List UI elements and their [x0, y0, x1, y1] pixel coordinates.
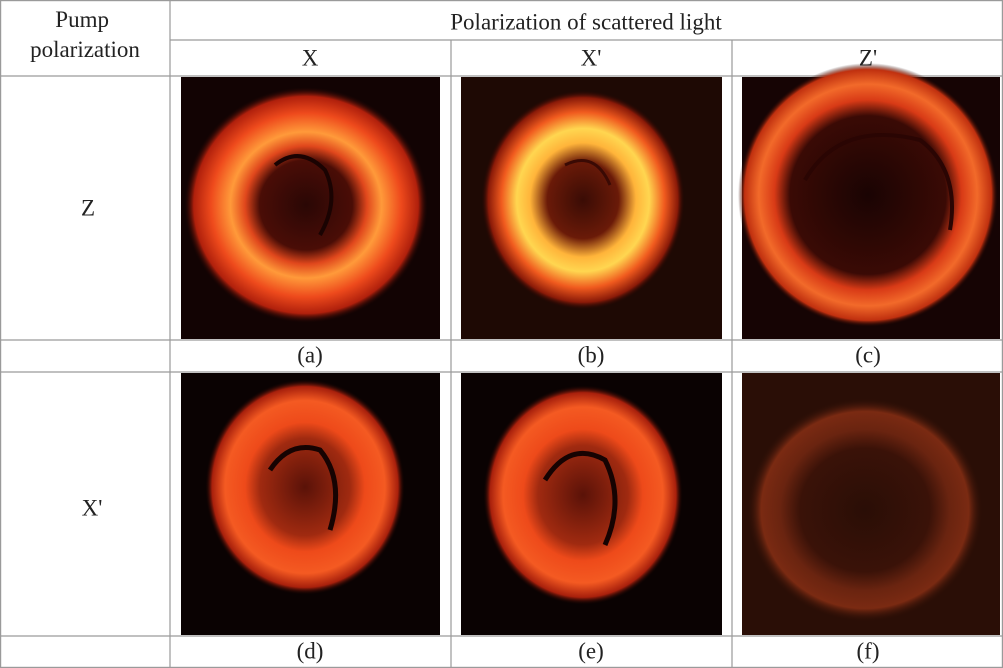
corner-header: Pump polarization	[30, 7, 140, 62]
photo	[461, 373, 722, 635]
photo	[738, 63, 1000, 339]
photo	[742, 373, 1000, 635]
column-header: Z'	[859, 45, 877, 70]
row-label: Z	[81, 195, 95, 220]
column-header: X'	[581, 45, 602, 70]
photo	[181, 373, 440, 635]
group-header: Polarization of scattered light	[450, 9, 722, 34]
column-header: X	[302, 45, 319, 70]
caption: (d)	[297, 638, 324, 663]
caption: (e)	[578, 638, 604, 663]
corner-header-line: polarization	[30, 37, 140, 62]
caption: (f)	[857, 638, 880, 663]
photo	[181, 77, 440, 339]
caption: (b)	[578, 342, 605, 367]
figure-table: Pump polarization Polarization of scatte…	[0, 0, 1003, 668]
row-label: X'	[82, 495, 103, 520]
corner-header-line: Pump	[55, 7, 109, 32]
photo	[461, 77, 722, 339]
caption: (a)	[297, 342, 323, 367]
caption: (c)	[855, 342, 881, 367]
